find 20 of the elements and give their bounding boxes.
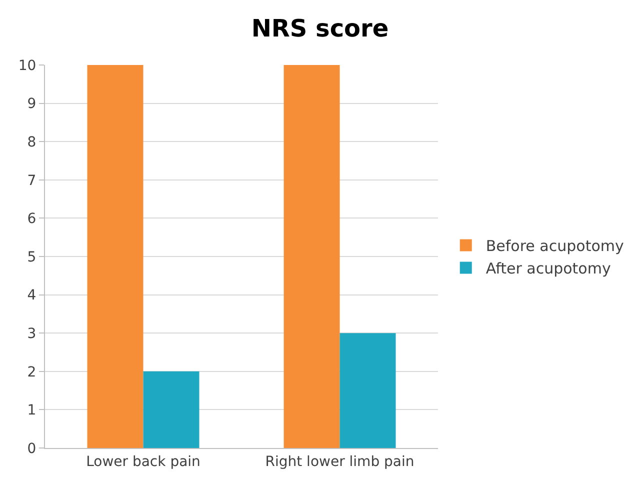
x-tick-label: Lower back pain <box>86 454 200 470</box>
y-tick-label: 7 <box>27 172 36 189</box>
legend-label: Before acupotomy <box>486 237 624 256</box>
y-tick-label: 5 <box>27 249 36 266</box>
bar <box>340 333 396 448</box>
chart-title: NRS score <box>251 14 389 42</box>
y-tick-label: 9 <box>27 96 36 112</box>
x-tick-label: Right lower limb pain <box>265 454 414 470</box>
y-tick-label: 10 <box>18 58 36 74</box>
y-tick-label: 1 <box>27 402 36 419</box>
y-tick-label: 3 <box>27 326 36 342</box>
y-tick-label: 4 <box>27 288 36 304</box>
bar <box>143 371 200 448</box>
y-tick-label: 6 <box>27 211 36 228</box>
y-tick-label: 0 <box>27 440 36 457</box>
y-tick-label: 8 <box>27 134 36 150</box>
bar <box>87 65 144 448</box>
y-tick-label: 2 <box>27 364 36 380</box>
legend-label: After acupotomy <box>486 260 611 278</box>
bar <box>284 65 340 448</box>
